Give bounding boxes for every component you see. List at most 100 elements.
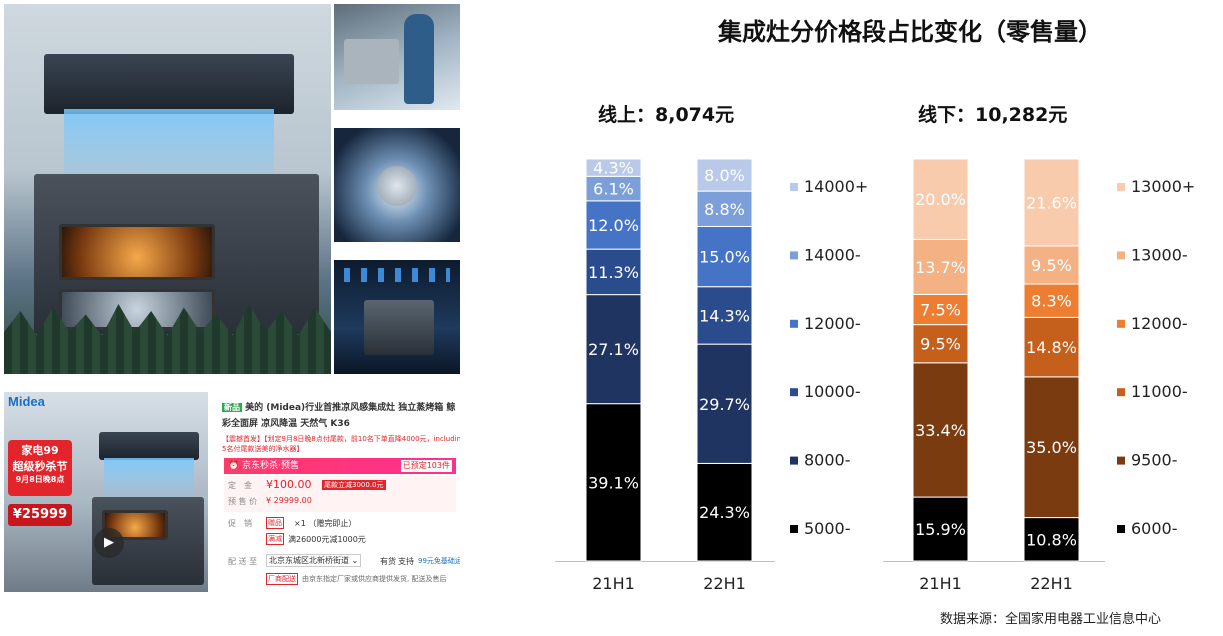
promo-label: 促 销 bbox=[228, 519, 252, 528]
appliance-figure bbox=[344, 39, 399, 84]
control-panel-photo bbox=[334, 260, 460, 374]
factory-text: 由京东指定厂家或供应商提供发货, 配送及售后 bbox=[302, 575, 447, 583]
product-title-line2: 彩全面屏 凉风降温 天然气 K36 bbox=[222, 419, 350, 429]
data-label: 33.4% bbox=[915, 421, 966, 440]
product-title-line1: 新品 美的 (Midea)行业首推凉风感集成灶 独立蒸烤箱 鲸 bbox=[222, 400, 455, 413]
shop-oven-window bbox=[102, 510, 168, 540]
gift-text: ×1 （赠完即止） bbox=[294, 519, 357, 528]
delivery-support: 支持 bbox=[398, 557, 414, 566]
data-label: 14.8% bbox=[1026, 338, 1077, 357]
legend-swatch bbox=[790, 456, 798, 465]
promo-badge-line1: 家电99 bbox=[21, 444, 59, 457]
legend-swatch bbox=[1117, 388, 1125, 397]
discount-tag: 满减 bbox=[266, 533, 284, 545]
data-label: 12.0% bbox=[588, 216, 639, 235]
legend-swatch bbox=[1117, 183, 1125, 191]
bar-segment bbox=[912, 293, 969, 326]
x-tick-label: 21H1 bbox=[592, 574, 635, 593]
burner-cap bbox=[377, 166, 417, 206]
seckill-label: 京东秒杀·预售 bbox=[242, 461, 299, 471]
bar-segment bbox=[912, 238, 969, 295]
legend-label: 13000- bbox=[1131, 245, 1188, 264]
legend-label: 14000+ bbox=[804, 177, 868, 196]
data-label: 8.8% bbox=[704, 200, 745, 219]
play-video-icon[interactable]: ▶ bbox=[94, 528, 124, 558]
legend-label: 9500- bbox=[1131, 451, 1178, 470]
woman-cooking-photo bbox=[334, 4, 460, 110]
legend-swatch bbox=[790, 525, 798, 533]
promo-badge-line3: 9月8日晚8点 bbox=[15, 475, 65, 484]
x-tick-label: 22H1 bbox=[1030, 574, 1073, 593]
bar-segment bbox=[696, 343, 753, 464]
data-label: 14.3% bbox=[699, 306, 750, 325]
hero-product-photo bbox=[4, 4, 331, 374]
bar-segment bbox=[1023, 376, 1080, 519]
delivery-fee[interactable]: 99元免基础运费 bbox=[418, 557, 460, 565]
control-icons-row bbox=[344, 268, 450, 282]
bar-segment bbox=[696, 190, 753, 227]
product-notice2: 5名付尾款送美的净水器】 bbox=[222, 445, 304, 453]
bar-segment bbox=[696, 286, 753, 345]
delivery-select[interactable]: 北京东城区北新桥街道 ⌄ bbox=[266, 554, 362, 567]
data-label: 27.1% bbox=[588, 340, 639, 359]
online-subtitle: 线上：8,074元 bbox=[598, 104, 735, 126]
data-label: 10.8% bbox=[1026, 530, 1077, 549]
bar-segment bbox=[585, 403, 642, 562]
data-label: 15.0% bbox=[699, 248, 750, 267]
product-notice1: 【震撼首发】【划定9月8日晚8点付尾款，前10名下单直降4000元，includ… bbox=[222, 435, 460, 443]
seckill-count: 已预定103件 bbox=[400, 460, 452, 472]
legend-swatch bbox=[1117, 456, 1125, 465]
data-label: 39.1% bbox=[588, 473, 639, 492]
offline-subtitle: 线下：10,282元 bbox=[918, 104, 1068, 126]
data-label: 13.7% bbox=[915, 258, 966, 277]
data-label: 35.0% bbox=[1026, 438, 1077, 457]
seckill-clock-icon: ⏰ bbox=[228, 461, 240, 471]
product-name: 美的 (Midea)行业首推凉风感集成灶 独立蒸烤箱 鲸 bbox=[245, 403, 456, 413]
legend-swatch bbox=[1117, 525, 1125, 533]
legend-label: 13000+ bbox=[1131, 177, 1195, 196]
deposit-label: 定 金 bbox=[228, 481, 252, 490]
data-label: 9.5% bbox=[920, 335, 961, 354]
legend-label: 14000- bbox=[804, 245, 861, 264]
data-label: 4.3% bbox=[593, 159, 634, 178]
bar-segment bbox=[696, 462, 753, 562]
legend-label: 12000- bbox=[804, 314, 861, 333]
bar-segment bbox=[585, 200, 642, 250]
promo-badge-line2: 超级秒杀节 bbox=[12, 460, 68, 473]
chart-title: 集成灶分价格段占比变化（零售量） bbox=[718, 18, 1102, 46]
delivery-label: 配 送 至 bbox=[228, 557, 258, 566]
bar-segment bbox=[1023, 158, 1080, 247]
bar-segment bbox=[912, 324, 969, 364]
data-label: 21.6% bbox=[1026, 193, 1077, 212]
data-label: 24.3% bbox=[699, 503, 750, 522]
data-label: 9.5% bbox=[1031, 256, 1072, 275]
factory-tag: 厂商配送 bbox=[266, 573, 298, 585]
data-label: 29.7% bbox=[699, 395, 750, 414]
range-hood-image bbox=[44, 54, 294, 114]
legend-label: 8000- bbox=[804, 451, 851, 470]
data-label: 8.3% bbox=[1031, 292, 1072, 311]
data-label: 6.1% bbox=[593, 180, 634, 199]
gift-tag: 赠品 bbox=[266, 517, 284, 529]
presale-label: 预 售 价 bbox=[228, 497, 258, 506]
bar-segment bbox=[696, 158, 753, 192]
shop-main-image[interactable]: Midea 家电99 超级秒杀节 9月8日晚8点 ¥25999 ▶ bbox=[4, 392, 208, 592]
data-source: 数据来源：全国家用电器工业信息中心 bbox=[940, 612, 1162, 627]
legend-swatch bbox=[790, 183, 798, 191]
bar-segment bbox=[912, 362, 969, 498]
bar-segment bbox=[912, 158, 969, 240]
bar-segment bbox=[1023, 316, 1080, 378]
bar-segment bbox=[585, 294, 642, 405]
bar-segment bbox=[912, 496, 969, 562]
legend-label: 11000- bbox=[1131, 382, 1188, 401]
new-tag: 新品 bbox=[222, 403, 242, 412]
person-figure bbox=[404, 14, 434, 104]
bar-segment bbox=[1023, 245, 1080, 285]
bar-segment bbox=[585, 248, 642, 296]
bar-segment bbox=[696, 225, 753, 288]
legend-swatch bbox=[790, 388, 798, 397]
legend-label: 12000- bbox=[1131, 314, 1188, 333]
legend-swatch bbox=[790, 251, 798, 260]
x-tick-label: 22H1 bbox=[703, 574, 746, 593]
